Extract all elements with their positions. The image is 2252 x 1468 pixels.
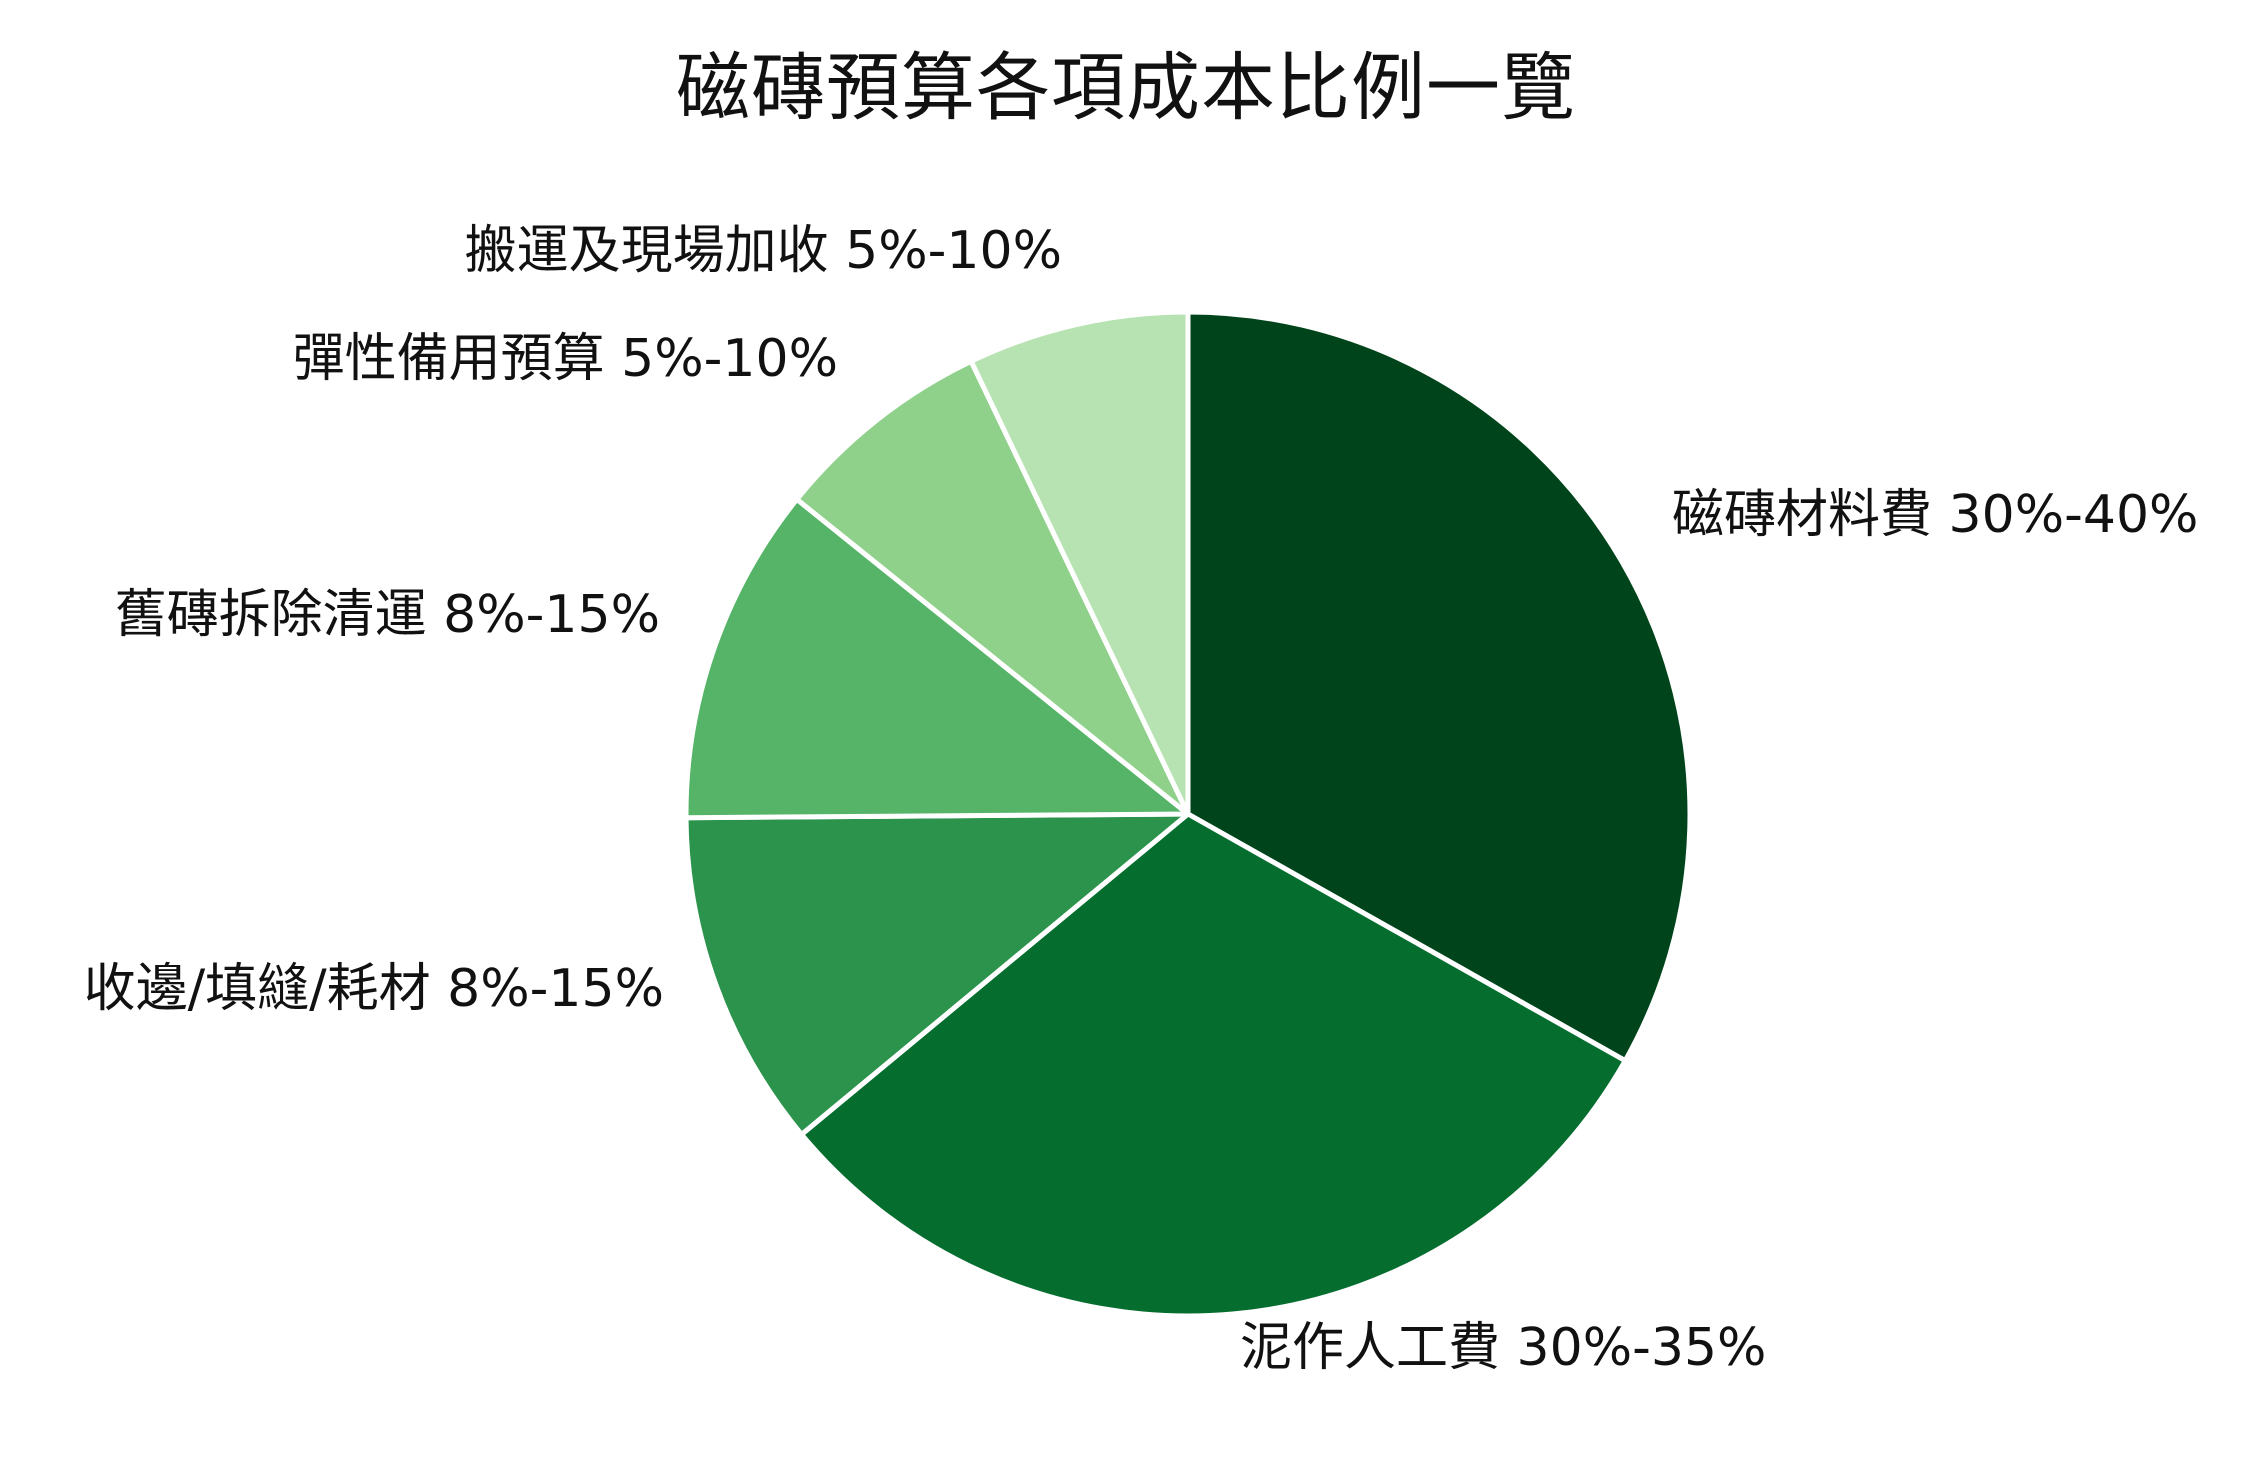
pie-slice-6 — [968, 309, 1191, 817]
pie-slice-2 — [799, 811, 1628, 1319]
slice-label-4: 舊磚拆除清運 8%-15% — [115, 585, 660, 645]
pie-slice-1 — [1185, 309, 1693, 1064]
slice-label-3: 收邊/填縫/耗材 8%-15% — [84, 959, 664, 1019]
pie-slice-3 — [683, 811, 1191, 1137]
chart-title: 磁磚預算各項成本比例一覽 — [676, 45, 1576, 131]
slice-label-1: 磁磚材料費 30%-40% — [1672, 485, 2198, 545]
slice-label-5: 彈性備用預算 5%-10% — [293, 329, 838, 389]
slice-label-6: 搬運及現場加收 5%-10% — [465, 221, 1062, 281]
pie-slice-5 — [794, 358, 1191, 817]
pie-slice-4 — [683, 496, 1191, 821]
slice-label-2: 泥作人工費 30%-35% — [1240, 1318, 1766, 1378]
